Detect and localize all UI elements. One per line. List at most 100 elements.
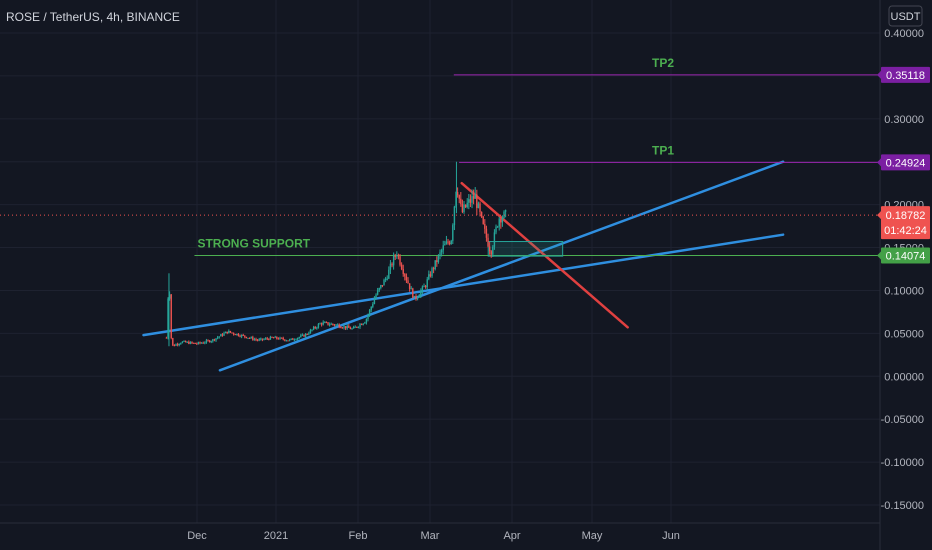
candle-body	[341, 327, 344, 329]
candle-body	[447, 241, 449, 243]
candle-body	[237, 333, 240, 336]
candle-body	[202, 342, 204, 344]
candle-body	[245, 336, 248, 339]
y-tick-label: 0.40000	[884, 28, 924, 40]
candle-body	[320, 323, 323, 325]
candle-body	[440, 250, 443, 253]
candle-body	[349, 327, 352, 330]
candle-body	[448, 242, 451, 244]
candle-body	[490, 251, 492, 255]
candle-body	[266, 338, 268, 340]
candle-body	[434, 260, 436, 269]
candle-body	[500, 218, 502, 223]
candle-body	[247, 337, 249, 339]
candle-body	[330, 323, 332, 325]
y-tick-label: -0.05000	[881, 414, 924, 426]
x-tick-label: Dec	[187, 530, 207, 542]
candle-body	[253, 339, 256, 341]
candle-body	[205, 340, 208, 343]
candle-body	[405, 276, 408, 281]
candle-body	[309, 330, 312, 334]
level-price-label-pointer	[877, 70, 881, 79]
candle-body	[256, 339, 259, 341]
candle-body	[431, 268, 433, 277]
candle-body	[312, 327, 315, 330]
candle-body	[197, 342, 200, 344]
candle-body	[493, 232, 496, 247]
current-price-countdown: 01:42:24	[884, 225, 927, 237]
y-tick-label: 0.00000	[884, 371, 924, 383]
candle-body	[292, 338, 294, 340]
level-price-label: 0.14074	[877, 247, 930, 264]
candle-body	[360, 324, 363, 326]
candle-body	[288, 339, 291, 341]
candle-body	[336, 324, 339, 326]
candle-body	[453, 206, 456, 226]
candle-body	[183, 340, 185, 342]
candle-body	[351, 328, 353, 330]
level-price-label-pointer	[877, 251, 881, 260]
trendline-lower-blue	[218, 160, 785, 372]
candle-body	[357, 326, 360, 328]
x-tick-label: Jun	[662, 530, 680, 542]
candle-body	[402, 269, 404, 275]
candle-body	[261, 338, 264, 340]
candle-body	[439, 252, 441, 256]
candle-body	[354, 326, 356, 328]
candle-body	[407, 280, 409, 284]
candle-body	[306, 334, 308, 336]
level-price-label: 0.35118	[877, 66, 930, 83]
candle-body	[381, 285, 384, 287]
candle-body	[322, 322, 324, 325]
candle-body	[444, 244, 446, 246]
candle-body	[165, 337, 168, 339]
currency-button[interactable]: USDT	[888, 5, 923, 27]
candle-body	[199, 342, 201, 344]
current-price-label: 0.18782 01:42:24	[877, 206, 930, 240]
candle-body	[212, 339, 214, 342]
support-zone	[487, 241, 564, 257]
candle-body	[496, 226, 499, 228]
candle-body	[276, 336, 278, 339]
candle-body	[340, 327, 342, 329]
candle-body	[186, 341, 188, 343]
candle-body	[437, 255, 440, 263]
candle-body	[167, 298, 169, 338]
candle-body	[458, 195, 460, 199]
candle-body	[375, 294, 377, 299]
candle-body	[495, 226, 497, 233]
candle-body	[346, 325, 348, 329]
candle-body	[421, 286, 424, 291]
level-price-label-bg	[881, 66, 930, 83]
candle-body	[263, 339, 265, 341]
candle-body	[384, 278, 387, 280]
candle-body	[415, 295, 417, 299]
candle-body	[476, 194, 478, 208]
level-price-label-text: 0.35118	[886, 70, 925, 82]
time-axis[interactable]: Dec 2021 Feb Mar Apr May Jun	[187, 530, 680, 542]
candle-body	[213, 339, 216, 341]
candle-body	[303, 334, 305, 337]
candle-body	[293, 339, 296, 341]
candle-body	[412, 288, 414, 298]
candle-body	[359, 324, 361, 327]
candle-body	[452, 225, 454, 241]
candle-body	[188, 341, 190, 344]
candle-body	[248, 337, 251, 339]
candle-body	[365, 319, 368, 323]
candle-body	[424, 286, 427, 288]
candle-body	[319, 323, 321, 325]
level-price-label-pointer	[877, 158, 881, 167]
candle-body	[399, 256, 401, 265]
candle-body	[191, 341, 193, 343]
candle-body	[370, 306, 372, 310]
candle-body	[383, 279, 385, 286]
candle-body	[386, 278, 388, 280]
candle-body	[229, 330, 232, 333]
candle-body	[463, 204, 465, 213]
candle-body	[391, 263, 393, 266]
price-axis[interactable]: 0.400000.350000.300000.250000.200000.150…	[881, 28, 924, 512]
candle-body	[400, 264, 403, 270]
